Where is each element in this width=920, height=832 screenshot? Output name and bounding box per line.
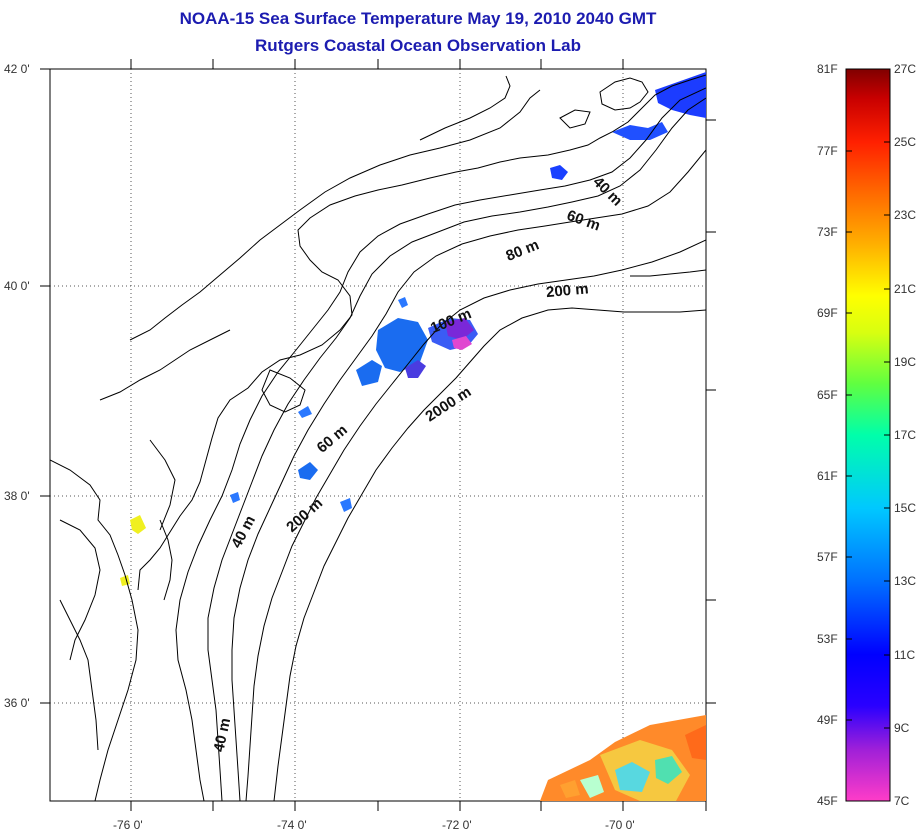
cbar-f-73: 73F — [817, 225, 838, 239]
contour-label-40m-south: 40 m — [210, 716, 234, 753]
lat-label-38: 38 0' — [4, 489, 30, 503]
contour-label-200m-north: 200 m — [545, 280, 589, 301]
cbar-f-61: 61F — [817, 469, 838, 483]
coastline — [50, 74, 706, 801]
map-frame — [49, 68, 707, 802]
lat-label-36: 36 0' — [4, 696, 30, 710]
cbar-c-13: 13C — [894, 574, 916, 588]
lon-label-74: -74 0' — [277, 818, 307, 832]
map-subtitle: Rutgers Coastal Ocean Observation Lab — [255, 36, 581, 55]
cbar-f-53: 53F — [817, 632, 838, 646]
cbar-c-21: 21C — [894, 282, 916, 296]
cbar-c-25: 25C — [894, 135, 916, 149]
colorbar-ticks — [846, 141, 890, 729]
lat-label-40: 40 0' — [4, 279, 30, 293]
axis-ticks — [40, 59, 716, 811]
map-title: NOAA-15 Sea Surface Temperature May 19, … — [179, 9, 657, 28]
colorbar-fahrenheit-labels: 81F 77F 73F 69F 65F 61F 57F 53F 49F 45F — [817, 62, 838, 808]
cbar-f-45: 45F — [817, 794, 838, 808]
lon-label-70: -70 0' — [605, 818, 635, 832]
lon-label-76: -76 0' — [113, 818, 143, 832]
cbar-f-77: 77F — [817, 144, 838, 158]
bathymetry-contours — [59, 87, 706, 801]
colorbar-celsius-labels: 27C 25C 23C 21C 19C 17C 15C 13C 11C 9C 7… — [894, 62, 916, 808]
cbar-f-81: 81F — [817, 62, 838, 76]
cbar-f-65: 65F — [817, 388, 838, 402]
graticule — [50, 69, 706, 801]
cbar-f-49: 49F — [817, 713, 838, 727]
cbar-c-27: 27C — [894, 62, 916, 76]
lat-label-42: 42 0' — [4, 62, 30, 76]
sst-data-patches — [120, 72, 706, 801]
cbar-f-57: 57F — [817, 550, 838, 564]
cbar-c-9: 9C — [894, 721, 910, 735]
cbar-c-17: 17C — [894, 428, 916, 442]
cbar-f-69: 69F — [817, 306, 838, 320]
colorbar — [845, 68, 891, 802]
cbar-c-23: 23C — [894, 208, 916, 222]
cbar-c-11: 11C — [894, 648, 915, 662]
lon-label-72: -72 0' — [442, 818, 472, 832]
cbar-c-19: 19C — [894, 355, 916, 369]
cbar-c-7: 7C — [894, 794, 910, 808]
cbar-c-15: 15C — [894, 501, 916, 515]
